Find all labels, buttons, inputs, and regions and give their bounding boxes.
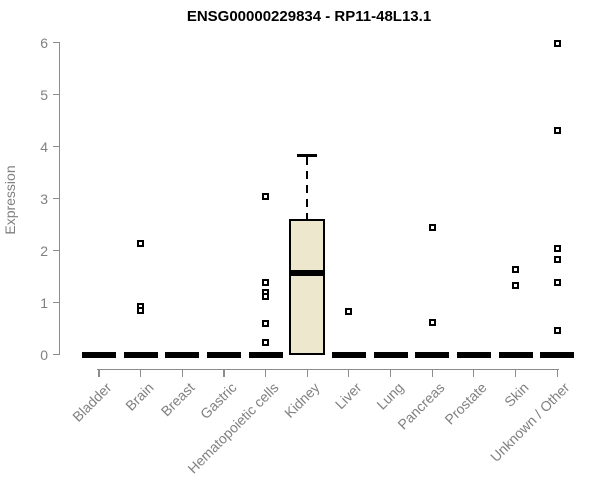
outlier-point	[262, 320, 270, 328]
x-axis-tick	[514, 369, 517, 377]
x-axis-tick	[348, 369, 350, 377]
outlier-point	[512, 282, 519, 290]
zero-median-bar	[373, 351, 408, 358]
outlier-point	[553, 39, 561, 47]
x-axis-line	[97, 368, 560, 371]
x-axis-tick	[265, 369, 267, 377]
y-tick-label: 3	[40, 190, 48, 207]
zero-median-bar	[165, 351, 200, 358]
boxplot-box	[289, 219, 326, 356]
zero-median-bar	[248, 351, 283, 358]
outlier-point	[553, 126, 561, 134]
outlier-point	[553, 326, 561, 334]
outlier-point	[262, 338, 270, 346]
x-axis-tick	[556, 369, 558, 377]
y-tick-label: 5	[40, 86, 48, 103]
x-axis-tick	[181, 369, 183, 377]
outlier-point	[262, 292, 270, 300]
y-axis-tick	[52, 249, 60, 252]
whisker-line	[306, 156, 309, 220]
x-axis-tick	[140, 369, 142, 377]
x-axis-tick	[306, 369, 308, 377]
zero-median-bar	[206, 351, 241, 358]
outlier-point	[553, 278, 561, 286]
x-axis-tick	[473, 369, 475, 377]
outlier-point	[553, 245, 561, 253]
outlier-point	[512, 265, 519, 273]
zero-median-bar	[540, 351, 575, 358]
y-axis-tick	[52, 301, 60, 304]
chart-title: ENSG00000229834 - RP11-48L13.1	[186, 8, 432, 25]
zero-median-bar	[331, 351, 366, 358]
y-axis-tick	[52, 145, 60, 148]
y-axis-tick	[52, 41, 60, 44]
x-axis-tick	[389, 369, 392, 377]
outlier-point	[345, 307, 353, 315]
outlier-point	[428, 224, 436, 232]
outlier-point	[262, 193, 270, 201]
y-axis-tick	[52, 353, 60, 356]
zero-median-bar	[82, 351, 116, 358]
outlier-point	[428, 318, 436, 326]
outlier-point	[137, 239, 145, 247]
y-tick-label: 6	[40, 34, 48, 51]
whisker-cap	[297, 154, 318, 158]
y-tick-label: 4	[40, 138, 48, 155]
y-axis-tick	[52, 197, 60, 200]
y-tick-label: 2	[40, 242, 48, 259]
zero-median-bar	[456, 351, 491, 358]
zero-median-bar	[123, 351, 158, 358]
y-tick-label: 0	[40, 346, 48, 363]
median-line	[290, 269, 325, 276]
y-tick-label: 1	[40, 294, 48, 311]
outlier-point	[553, 255, 561, 263]
zero-median-bar	[498, 351, 533, 358]
outlier-point	[137, 306, 145, 314]
x-axis-tick	[98, 369, 100, 377]
y-axis-tick	[52, 93, 60, 96]
x-axis-tick	[431, 369, 433, 377]
y-axis-title: Expression	[2, 165, 18, 235]
outlier-point	[262, 278, 270, 286]
x-axis-tick	[223, 369, 225, 377]
zero-median-bar	[415, 351, 450, 358]
